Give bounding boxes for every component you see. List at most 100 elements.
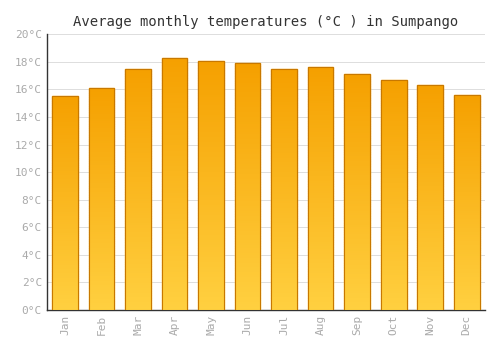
Bar bbox=[162, 222, 188, 224]
Bar bbox=[162, 93, 188, 96]
Bar bbox=[308, 89, 334, 92]
Bar bbox=[162, 88, 188, 91]
Bar bbox=[308, 242, 334, 244]
Bar bbox=[89, 99, 114, 102]
Bar bbox=[454, 290, 479, 293]
Bar bbox=[89, 161, 114, 163]
Bar bbox=[308, 84, 334, 87]
Bar bbox=[418, 119, 443, 121]
Bar bbox=[52, 167, 78, 169]
Bar bbox=[418, 227, 443, 229]
Bar bbox=[381, 199, 406, 202]
Bar bbox=[272, 245, 297, 247]
Bar bbox=[381, 147, 406, 149]
Bar bbox=[344, 213, 370, 216]
Bar bbox=[52, 128, 78, 131]
Bar bbox=[381, 213, 406, 216]
Bar bbox=[126, 136, 151, 139]
Bar bbox=[344, 202, 370, 204]
Bar bbox=[89, 292, 114, 294]
Bar bbox=[126, 252, 151, 254]
Bar bbox=[235, 142, 260, 145]
Bar bbox=[308, 121, 334, 123]
Bar bbox=[308, 147, 334, 150]
Bar bbox=[344, 187, 370, 190]
Bar bbox=[454, 250, 479, 252]
Bar bbox=[272, 266, 297, 269]
Bar bbox=[126, 276, 151, 279]
Bar bbox=[454, 187, 479, 190]
Bar bbox=[52, 96, 78, 310]
Bar bbox=[308, 293, 334, 295]
Bar bbox=[126, 124, 151, 127]
Bar bbox=[89, 306, 114, 308]
Bar bbox=[308, 77, 334, 79]
Bar bbox=[272, 81, 297, 83]
Bar bbox=[308, 181, 334, 184]
Bar bbox=[235, 105, 260, 108]
Bar bbox=[418, 206, 443, 209]
Bar bbox=[198, 135, 224, 138]
Bar bbox=[52, 212, 78, 214]
Bar bbox=[272, 69, 297, 310]
Bar bbox=[418, 263, 443, 265]
Bar bbox=[52, 164, 78, 167]
Bar bbox=[272, 298, 297, 300]
Bar bbox=[454, 196, 479, 198]
Bar bbox=[272, 127, 297, 129]
Bar bbox=[454, 202, 479, 204]
Bar bbox=[235, 263, 260, 266]
Bar bbox=[162, 171, 188, 174]
Bar bbox=[344, 279, 370, 282]
Bar bbox=[126, 100, 151, 103]
Bar bbox=[454, 213, 479, 215]
Bar bbox=[454, 275, 479, 278]
Bar bbox=[418, 225, 443, 227]
Bar bbox=[162, 118, 188, 121]
Bar bbox=[418, 153, 443, 155]
Bar bbox=[272, 144, 297, 146]
Bar bbox=[52, 269, 78, 272]
Bar bbox=[198, 170, 224, 173]
Bar bbox=[126, 279, 151, 281]
Bar bbox=[89, 254, 114, 257]
Bar bbox=[126, 211, 151, 213]
Bar bbox=[52, 229, 78, 231]
Bar bbox=[52, 214, 78, 216]
Bar bbox=[272, 300, 297, 303]
Bar bbox=[126, 247, 151, 250]
Bar bbox=[89, 130, 114, 132]
Bar bbox=[308, 203, 334, 205]
Bar bbox=[418, 108, 443, 110]
Bar bbox=[52, 148, 78, 150]
Bar bbox=[418, 260, 443, 263]
Bar bbox=[198, 125, 224, 128]
Bar bbox=[454, 112, 479, 114]
Bar bbox=[162, 196, 188, 199]
Bar bbox=[52, 303, 78, 306]
Bar bbox=[235, 130, 260, 132]
Bar bbox=[89, 190, 114, 192]
Bar bbox=[308, 118, 334, 121]
Bar bbox=[52, 124, 78, 126]
Bar bbox=[162, 239, 188, 242]
Bar bbox=[198, 278, 224, 280]
Bar bbox=[344, 291, 370, 293]
Bar bbox=[198, 133, 224, 135]
Bar bbox=[162, 113, 188, 116]
Bar bbox=[126, 144, 151, 146]
Bar bbox=[126, 86, 151, 88]
Bar bbox=[344, 145, 370, 147]
Bar bbox=[52, 226, 78, 229]
Bar bbox=[381, 303, 406, 305]
Bar bbox=[454, 140, 479, 142]
Bar bbox=[454, 293, 479, 295]
Bar bbox=[89, 172, 114, 175]
Bar bbox=[162, 121, 188, 123]
Bar bbox=[235, 293, 260, 295]
Bar bbox=[344, 135, 370, 138]
Bar bbox=[89, 232, 114, 234]
Bar bbox=[52, 288, 78, 290]
Bar bbox=[126, 194, 151, 197]
Bar bbox=[418, 146, 443, 148]
